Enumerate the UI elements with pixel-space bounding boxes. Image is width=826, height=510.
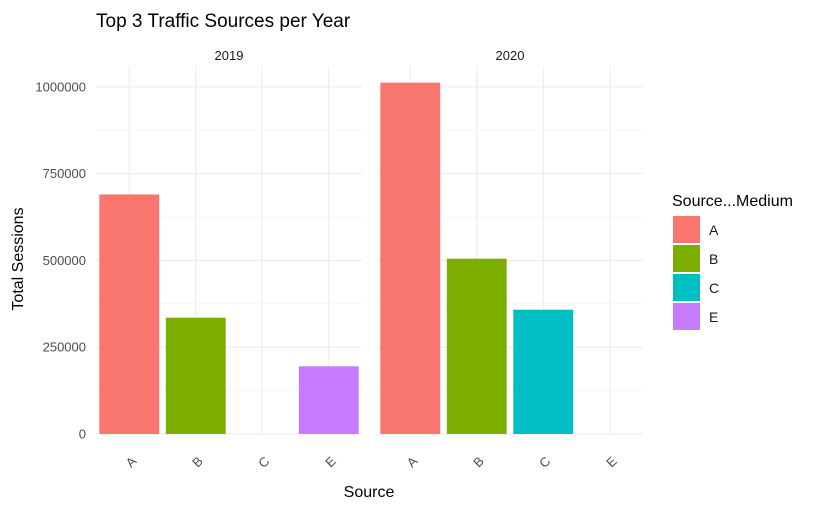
legend-key-C — [673, 274, 700, 301]
legend-label: E — [709, 309, 718, 325]
legend-key-E — [673, 303, 700, 330]
facet-strip-label: 2019 — [215, 48, 244, 63]
y-tick-label: 250000 — [43, 340, 86, 355]
x-tick-label: C — [255, 454, 272, 471]
y-tick-label: 0 — [79, 427, 86, 442]
y-tick-label: 1000000 — [35, 79, 86, 94]
x-tick-label: B — [189, 454, 206, 471]
legend-label: B — [709, 251, 718, 267]
x-tick-label: B — [470, 454, 487, 471]
legend-label: A — [709, 222, 719, 238]
legend-key-B — [673, 245, 700, 272]
bar-2020-A — [380, 82, 441, 434]
y-tick-label: 750000 — [43, 166, 86, 181]
y-axis-title: Total Sessions — [10, 207, 27, 310]
bar-2020-B — [446, 258, 507, 434]
facet-panel-2020: 2020 A B C E — [377, 48, 643, 471]
x-axis-title: Source — [344, 484, 395, 501]
x-tick-label: E — [322, 453, 339, 470]
x-tick-label: A — [123, 453, 140, 470]
legend-key-A — [673, 216, 700, 243]
facet-strip-label: 2020 — [496, 48, 525, 63]
facet-panels: 2019 A B C E 2020 A B C E 0 250000 500000 750000 10000… — [35, 48, 643, 471]
x-tick-label: C — [536, 454, 553, 471]
legend-title: Source...Medium — [672, 193, 793, 210]
bar-2019-E — [298, 366, 359, 434]
chart-title: Top 3 Traffic Sources per Year — [96, 11, 351, 32]
bar-2019-B — [165, 317, 226, 434]
bar-2020-C — [513, 309, 574, 434]
x-tick-label: A — [404, 453, 421, 470]
y-tick-label: 500000 — [43, 253, 86, 268]
legend-label: C — [709, 280, 719, 296]
facet-panel-2019: 2019 A B C E — [96, 48, 362, 471]
x-tick-label: E — [603, 453, 620, 470]
bar-2019-A — [99, 194, 160, 434]
